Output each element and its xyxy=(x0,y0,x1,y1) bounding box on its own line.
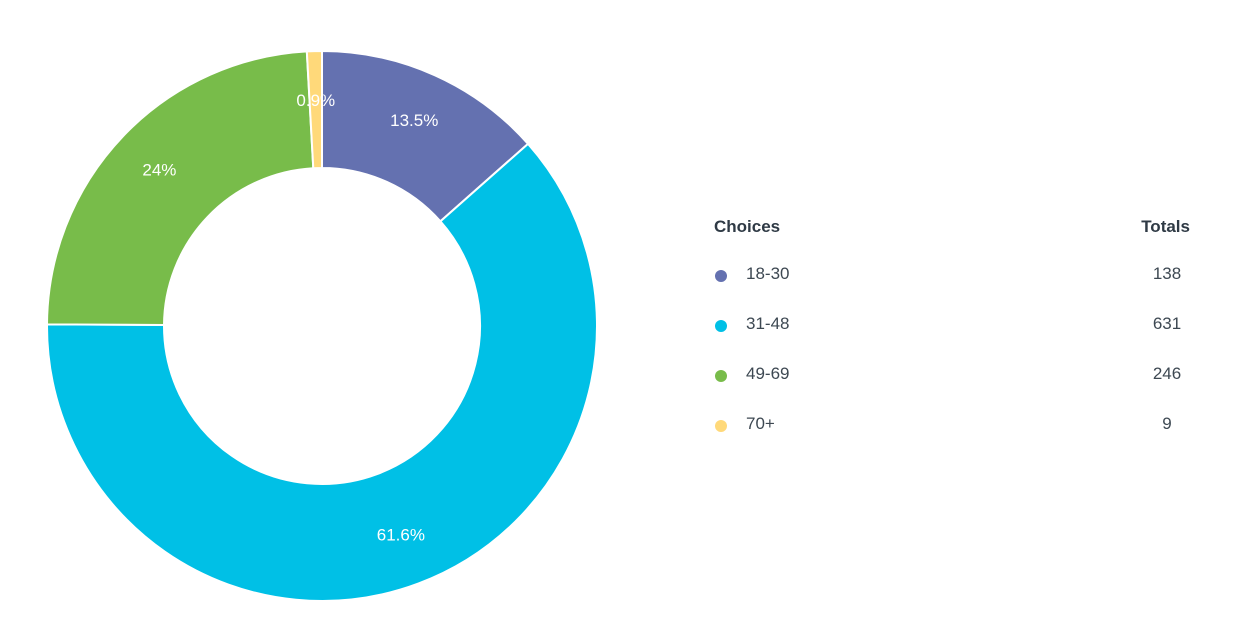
legend-header-choices: Choices xyxy=(714,217,781,236)
legend-dot-70-plus xyxy=(715,420,727,432)
legend-total: 138 xyxy=(1152,264,1182,283)
slice-percent-label: 61.6% xyxy=(377,526,425,545)
legend-header: Choices Totals xyxy=(714,214,1192,240)
legend-row[interactable]: 31-48 631 xyxy=(714,301,1192,351)
legend-label: 18-30 xyxy=(746,264,790,283)
legend-dot-31-48 xyxy=(715,320,727,332)
legend-dot-49-69 xyxy=(715,370,727,382)
legend-total: 246 xyxy=(1152,364,1182,383)
legend-header-totals: Totals xyxy=(1141,217,1190,236)
legend-total: 631 xyxy=(1152,314,1182,333)
donut-chart: 13.5% 61.6% 24% 0.9% xyxy=(45,49,598,602)
slice-percent-label: 0.9% xyxy=(296,91,335,110)
donut-slice-49-69[interactable] xyxy=(45,50,315,327)
slice-percent-label: 24% xyxy=(142,161,176,180)
legend-row[interactable]: 18-30 138 xyxy=(714,251,1192,301)
legend-label: 49-69 xyxy=(746,364,790,383)
donut-slice-70-plus[interactable] xyxy=(305,49,323,170)
donut-slice-31-48[interactable] xyxy=(46,142,598,602)
legend-label: 31-48 xyxy=(746,314,790,333)
legend-row[interactable]: 49-69 246 xyxy=(714,351,1192,401)
legend-label: 70+ xyxy=(746,414,775,433)
legend-table: Choices Totals 18-30 138 31-48 631 49-69… xyxy=(714,214,1192,451)
donut-chart-svg: 13.5% 61.6% 24% 0.9% xyxy=(45,49,598,602)
slice-percent-label: 13.5% xyxy=(390,111,438,130)
legend-row[interactable]: 70+ 9 xyxy=(714,401,1192,451)
legend-dot-18-30 xyxy=(715,270,727,282)
legend-total: 9 xyxy=(1162,414,1172,433)
